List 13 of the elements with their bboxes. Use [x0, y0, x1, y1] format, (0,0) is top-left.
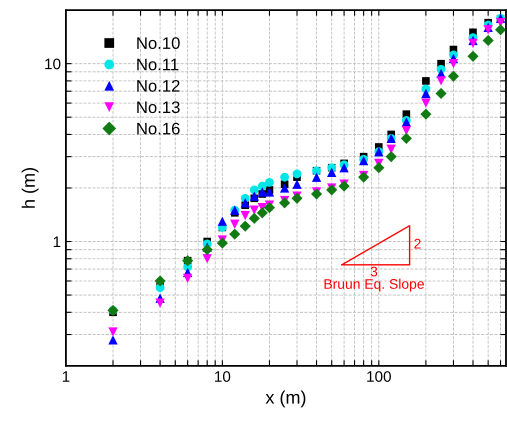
legend-label: No.13 — [137, 101, 180, 114]
legend-label: No.16 — [137, 122, 180, 134]
x-tick-label: 1 — [62, 371, 70, 382]
y-axis-title: h (m) — [22, 168, 38, 208]
annotation: 3 — [370, 266, 378, 276]
x-tick-label: 10 — [215, 371, 230, 382]
legend-label: No.11 — [137, 58, 178, 70]
annotation: Bruun Eq. Slope — [324, 278, 424, 292]
legend-label: No.10 — [137, 37, 180, 50]
x-axis-title: x (m) — [266, 390, 306, 408]
legend-label: No.12 — [137, 80, 180, 92]
x-tick-label: 100 — [367, 371, 391, 382]
annotation: 2 — [414, 238, 421, 248]
